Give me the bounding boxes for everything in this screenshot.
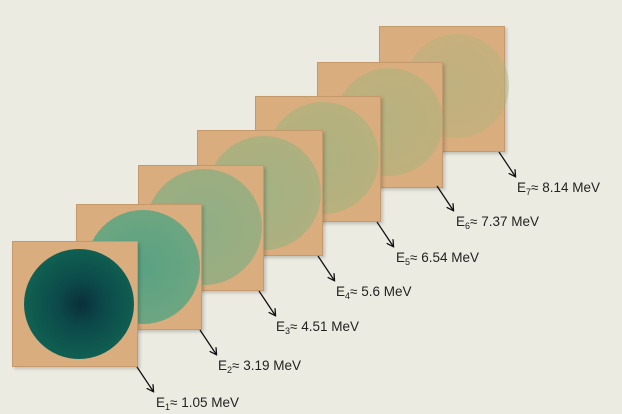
energy-label-e1: E1≈ 1.05 MeV <box>156 395 239 412</box>
arrow-e3 <box>258 290 275 315</box>
label-value: ≈ 8.14 MeV <box>531 180 600 195</box>
label-value: ≈ 5.6 MeV <box>350 284 412 299</box>
arrow-e1 <box>136 366 153 391</box>
label-value: ≈ 4.51 MeV <box>290 319 359 334</box>
label-prefix: E <box>396 250 406 265</box>
arrow-e4 <box>317 255 334 280</box>
energy-label-e5: E5≈ 6.54 MeV <box>396 250 479 267</box>
energy-label-e7: E7≈ 8.14 MeV <box>517 180 600 197</box>
label-value: ≈ 3.19 MeV <box>232 358 301 373</box>
arrow-e7 <box>498 151 515 176</box>
energy-label-e6: E6≈ 7.37 MeV <box>456 214 539 231</box>
label-prefix: E <box>517 180 527 195</box>
beam-spot <box>24 249 134 359</box>
arrow-e6 <box>436 185 453 210</box>
label-subscript: 1 <box>165 402 171 412</box>
label-value: ≈ 1.05 MeV <box>170 395 239 410</box>
label-prefix: E <box>156 395 166 410</box>
label-subscript: 7 <box>526 187 532 197</box>
label-prefix: E <box>276 319 286 334</box>
energy-label-e2: E2≈ 3.19 MeV <box>218 358 301 375</box>
label-subscript: 5 <box>405 257 411 267</box>
label-prefix: E <box>456 214 466 229</box>
label-subscript: 6 <box>465 221 471 231</box>
arrow-e2 <box>199 329 216 354</box>
film-plate-e1 <box>12 241 138 367</box>
label-prefix: E <box>218 358 228 373</box>
label-subscript: 4 <box>345 291 351 301</box>
label-value: ≈ 6.54 MeV <box>410 250 479 265</box>
label-subscript: 3 <box>285 326 291 336</box>
energy-label-e3: E3≈ 4.51 MeV <box>276 319 359 336</box>
label-subscript: 2 <box>227 365 233 375</box>
arrow-e5 <box>376 221 393 246</box>
label-value: ≈ 7.37 MeV <box>470 214 539 229</box>
energy-label-e4: E4≈ 5.6 MeV <box>336 284 412 301</box>
label-prefix: E <box>336 284 346 299</box>
